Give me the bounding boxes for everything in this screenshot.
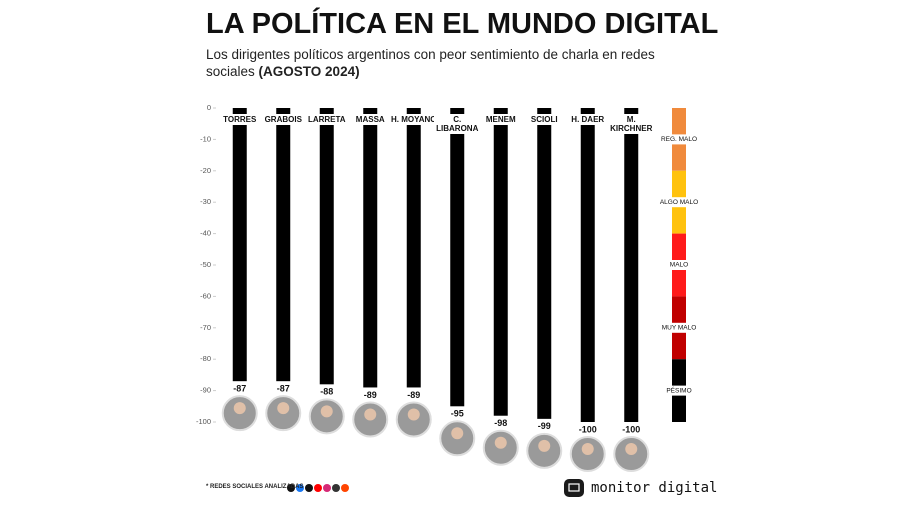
avatar-head bbox=[233, 402, 246, 415]
value-label: -98 bbox=[494, 418, 507, 428]
y-tick-label: -50 bbox=[200, 260, 211, 269]
avatar-head bbox=[364, 408, 377, 421]
value-label: -87 bbox=[277, 384, 290, 394]
brand: monitor digital bbox=[591, 480, 718, 496]
scale-label-bg bbox=[655, 134, 703, 145]
scale-label: REG. MALO bbox=[661, 136, 697, 143]
bar bbox=[363, 108, 378, 388]
scale-label-bg bbox=[655, 322, 703, 333]
y-tick-label: -80 bbox=[200, 354, 211, 363]
bar bbox=[232, 108, 247, 382]
bar bbox=[537, 108, 552, 419]
bar bbox=[276, 108, 291, 382]
scale-label: MUY MALO bbox=[662, 325, 697, 332]
bar bbox=[319, 108, 334, 385]
bar bbox=[450, 108, 465, 407]
value-label: -100 bbox=[622, 424, 640, 434]
scale-label: PÉSIMO bbox=[666, 385, 691, 394]
bar bbox=[406, 108, 421, 388]
y-tick-label: -30 bbox=[200, 197, 211, 206]
x-tick-label: LARRETA bbox=[303, 114, 350, 125]
x-tick-label: H. MOYANO bbox=[390, 114, 437, 125]
avatar-head bbox=[320, 405, 333, 418]
avatar-head bbox=[277, 402, 290, 415]
subtitle: Los dirigentes políticos argentinos con … bbox=[206, 47, 655, 79]
avatar-head bbox=[494, 436, 507, 449]
y-tick-label: -20 bbox=[200, 166, 211, 175]
avatar-head bbox=[451, 427, 464, 440]
bar bbox=[493, 108, 508, 416]
value-label: -95 bbox=[451, 409, 464, 419]
brand-icon-screen bbox=[568, 483, 580, 492]
y-tick-label: -70 bbox=[200, 323, 211, 332]
avatar-head bbox=[581, 443, 594, 455]
y-tick-label: -40 bbox=[200, 229, 211, 238]
x-tick-label: SCIOLI bbox=[521, 114, 568, 125]
value-label: -89 bbox=[364, 390, 377, 400]
y-tick-label: -90 bbox=[200, 386, 211, 395]
chart-title: LA POLÍTICA EN EL MUNDO DIGITAL bbox=[206, 8, 719, 40]
brand-icon bbox=[564, 479, 584, 497]
social-icons bbox=[287, 484, 349, 492]
x-tick-label: TORRES bbox=[216, 114, 263, 125]
y-tick-label: 0 bbox=[207, 103, 211, 112]
x-tick-label: GRABOIS bbox=[260, 114, 307, 125]
value-label: -100 bbox=[579, 424, 597, 434]
x-tick-label: MASSA bbox=[347, 114, 394, 125]
value-label: -89 bbox=[407, 390, 420, 400]
x-tick-label: M. KIRCHNER bbox=[608, 114, 655, 134]
avatar-head bbox=[625, 443, 638, 455]
value-label: -99 bbox=[538, 421, 551, 431]
subtitle-date: (AGOSTO 2024) bbox=[258, 64, 360, 79]
scale-label-bg bbox=[655, 260, 703, 270]
scale-label-bg bbox=[655, 197, 703, 208]
bar bbox=[580, 108, 595, 422]
y-tick-label: -100 bbox=[196, 417, 211, 426]
x-tick-label: MENEM bbox=[477, 114, 524, 125]
scale-label: ALGO MALO bbox=[660, 199, 698, 206]
value-label: -87 bbox=[233, 384, 246, 394]
x-tick-label: H. DAER bbox=[564, 114, 611, 125]
scale-label: MALO bbox=[670, 262, 688, 269]
scale-label-bg bbox=[655, 385, 703, 396]
y-tick-label: -60 bbox=[200, 291, 211, 300]
value-label: -88 bbox=[320, 387, 333, 397]
subtitle-block: Los dirigentes políticos argentinos con … bbox=[206, 46, 676, 80]
bar bbox=[624, 108, 639, 422]
avatar-head bbox=[538, 439, 551, 452]
footnote: * REDES SOCIALES ANALIZADAS bbox=[206, 484, 304, 490]
x-tick-label: C. LIBARONA bbox=[434, 114, 481, 134]
y-tick-label: -10 bbox=[200, 134, 211, 143]
avatar-head bbox=[407, 408, 420, 421]
